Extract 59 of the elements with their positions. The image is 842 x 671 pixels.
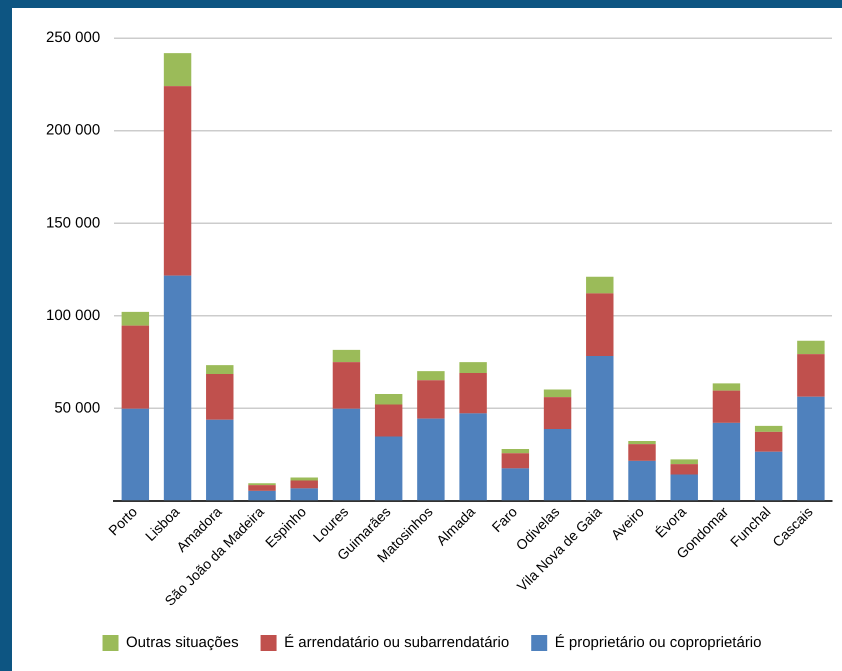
y-tick-label: 250 000 (46, 29, 100, 46)
bar (122, 408, 150, 500)
bar (122, 326, 150, 409)
bar (502, 453, 530, 468)
y-tick-label: 150 000 (46, 214, 100, 232)
bar (459, 373, 487, 414)
bar (797, 354, 825, 397)
bar (374, 404, 402, 437)
bar (374, 436, 402, 500)
bar (206, 374, 234, 420)
bar (754, 432, 782, 452)
bar (754, 452, 782, 500)
y-tick-label: 50 000 (54, 400, 100, 417)
bar (628, 460, 656, 500)
bar (417, 418, 445, 500)
bar (502, 448, 530, 454)
legend-label: É proprietário ou coproprietário (554, 633, 762, 652)
bar (164, 53, 192, 86)
legend-label: Outras situações (126, 634, 239, 652)
bar (290, 477, 318, 480)
bar (206, 420, 234, 500)
bar (586, 293, 614, 356)
bar (754, 426, 782, 432)
bar (248, 485, 276, 491)
bar (628, 441, 656, 444)
bar (797, 340, 825, 354)
bar (290, 488, 318, 500)
bar (332, 350, 360, 362)
bar (544, 428, 572, 500)
bar (628, 444, 656, 461)
bar (670, 464, 698, 475)
x-tick-label: Faro (488, 503, 520, 536)
bar (290, 480, 318, 488)
bar (586, 276, 614, 294)
bar (332, 408, 360, 500)
bar (502, 468, 530, 500)
bar (248, 490, 276, 500)
bar (670, 474, 698, 500)
bar (206, 365, 234, 374)
y-tick-label: 200 000 (46, 122, 100, 139)
bar (544, 390, 572, 398)
bar (459, 362, 487, 374)
bar (797, 396, 825, 500)
bar (417, 380, 445, 419)
bar (544, 397, 572, 429)
y-tick-label: 100 000 (46, 306, 100, 324)
bar (374, 394, 402, 405)
bar (712, 390, 740, 423)
bar (712, 383, 740, 391)
bar (122, 312, 150, 326)
bar (417, 371, 445, 380)
bar (459, 413, 487, 500)
bar (332, 362, 360, 409)
bar (586, 356, 614, 500)
bar (670, 459, 698, 464)
legend-label: É arrendatário ou subarrendatário (284, 633, 510, 652)
bar (164, 276, 192, 500)
bar (164, 86, 192, 276)
bar (712, 422, 740, 500)
